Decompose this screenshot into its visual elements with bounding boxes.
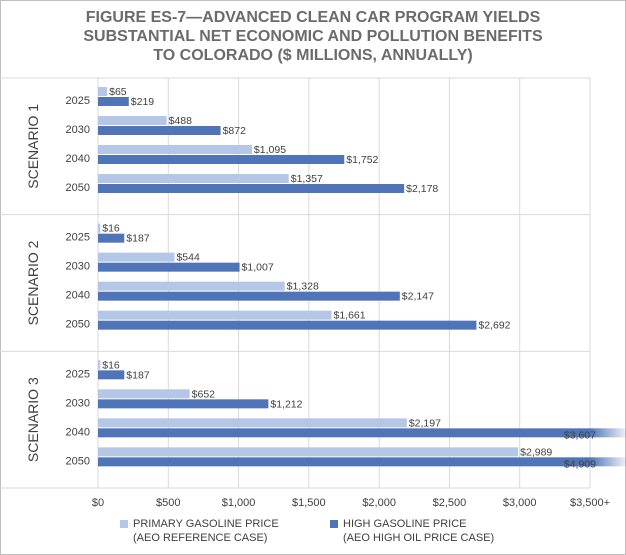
legend-item-high: HIGH GASOLINE PRICE (AEO HIGH OIL PRICE … — [330, 517, 494, 545]
data-label-high: $4,909 — [564, 458, 596, 470]
chart-title-line-2: SUBSTANTIAL NET ECONOMIC AND POLLUTION B… — [83, 28, 543, 45]
data-label-high: $187 — [126, 233, 150, 245]
bar-high — [98, 126, 221, 135]
x-tick-label: $2,000 — [362, 497, 396, 509]
bar-high — [98, 428, 590, 438]
bar-high — [98, 457, 590, 467]
data-label-primary: $1,661 — [333, 310, 365, 322]
data-label-primary: $652 — [192, 388, 216, 400]
legend-item-primary: PRIMARY GASOLINE PRICE (AEO REFERENCE CA… — [120, 517, 279, 545]
data-label-high: $219 — [131, 96, 155, 108]
data-label-high: $2,692 — [478, 320, 510, 332]
category-label: 2025 — [66, 368, 90, 380]
bar-overflow-fade-high — [590, 457, 626, 467]
legend-swatch-high — [330, 520, 338, 528]
data-label-primary: $1,095 — [254, 144, 286, 156]
x-tick-label: $3,500+ — [570, 497, 610, 509]
bar-high — [98, 320, 477, 330]
category-label: 2050 — [66, 182, 90, 194]
bar-high — [98, 155, 345, 164]
chart-title: FIGURE ES-7—ADVANCED CLEAN CAR PROGRAM Y… — [0, 8, 626, 65]
bar-primary — [98, 87, 108, 96]
category-label: 2050 — [66, 319, 90, 331]
scenario-label: SCENARIO 1 — [25, 104, 41, 189]
data-label-primary: $544 — [176, 252, 200, 264]
category-label: 2025 — [66, 95, 90, 107]
bar-chart: $65$219$488$872$1,095$1,752$1,357$2,178$… — [0, 77, 626, 509]
x-tick-label: $2,500 — [433, 497, 467, 509]
bar-high — [98, 262, 240, 272]
bar-primary — [98, 418, 407, 428]
category-label: 2030 — [66, 261, 90, 273]
data-label-primary: $488 — [169, 115, 193, 127]
data-label-primary: $16 — [102, 359, 120, 371]
category-label: 2030 — [66, 397, 90, 409]
bar-high — [98, 291, 400, 301]
legend-label-primary-line-1: PRIMARY GASOLINE PRICE — [133, 518, 279, 530]
bar-primary — [98, 145, 252, 154]
bar-primary — [98, 116, 167, 125]
legend-label-primary: PRIMARY GASOLINE PRICE (AEO REFERENCE CA… — [133, 517, 279, 545]
x-tick-label: $0 — [92, 497, 104, 509]
scenario-label: SCENARIO 2 — [25, 240, 41, 325]
bar-high — [98, 233, 125, 243]
bar-primary — [98, 223, 101, 233]
bar-high — [98, 97, 129, 106]
bar-primary — [98, 252, 175, 262]
bar-primary — [98, 447, 519, 457]
legend-swatch-primary — [120, 520, 128, 528]
bar-high — [98, 370, 125, 380]
data-label-primary: $65 — [109, 86, 127, 98]
chart-title-line-1: FIGURE ES-7—ADVANCED CLEAN CAR PROGRAM Y… — [85, 9, 541, 26]
x-tick-label: $1,500 — [292, 497, 326, 509]
data-label-high: $2,178 — [406, 183, 438, 195]
bar-primary — [98, 310, 332, 320]
data-label-high: $3,607 — [564, 429, 596, 441]
data-label-primary: $1,357 — [291, 173, 323, 185]
bar-primary — [98, 360, 101, 370]
category-label: 2030 — [66, 124, 90, 136]
data-label-primary: $1,328 — [287, 281, 319, 293]
legend-label-high-line-1: HIGH GASOLINE PRICE — [343, 518, 467, 530]
data-label-high: $2,147 — [402, 291, 434, 303]
bar-high — [98, 184, 405, 193]
x-tick-label: $1,000 — [222, 497, 256, 509]
data-label-high: $1,007 — [242, 262, 274, 274]
legend-label-high-line-2: (AEO HIGH OIL PRICE CASE) — [343, 532, 495, 544]
data-label-high: $187 — [126, 369, 150, 381]
data-label-primary: $16 — [102, 223, 120, 235]
data-label-high: $872 — [223, 125, 247, 137]
bar-primary — [98, 389, 190, 399]
scenario-label: SCENARIO 3 — [25, 377, 41, 462]
category-label: 2040 — [66, 290, 90, 302]
legend-label-high: HIGH GASOLINE PRICE (AEO HIGH OIL PRICE … — [343, 517, 494, 545]
category-label: 2050 — [66, 455, 90, 467]
category-label: 2040 — [66, 426, 90, 438]
x-tick-label: $3,000 — [503, 497, 537, 509]
bar-high — [98, 399, 269, 409]
data-label-high: $1,212 — [270, 398, 302, 410]
bar-primary — [98, 281, 285, 291]
data-label-primary: $2,989 — [520, 446, 552, 458]
data-label-primary: $2,197 — [409, 417, 441, 429]
x-tick-label: $500 — [156, 497, 180, 509]
chart-title-line-3: TO COLORADO ($ MILLIONS, ANNUALLY) — [153, 47, 473, 64]
category-label: 2025 — [66, 232, 90, 244]
legend-label-primary-line-2: (AEO REFERENCE CASE) — [133, 532, 268, 544]
category-label: 2040 — [66, 153, 90, 165]
legend: PRIMARY GASOLINE PRICE (AEO REFERENCE CA… — [120, 517, 600, 549]
bars — [98, 87, 626, 467]
data-label-high: $1,752 — [346, 154, 378, 166]
axes: $0 $500 $1,000 $1,500 $2,000 $2,500 $3,000 $3,5… — [25, 95, 610, 509]
bar-overflow-fade-high — [590, 428, 626, 438]
bar-primary — [98, 174, 289, 183]
value-labels: $65 $219 $488 $872 $1,095 $1,752 $1,357 $2,178 $… — [102, 86, 596, 470]
